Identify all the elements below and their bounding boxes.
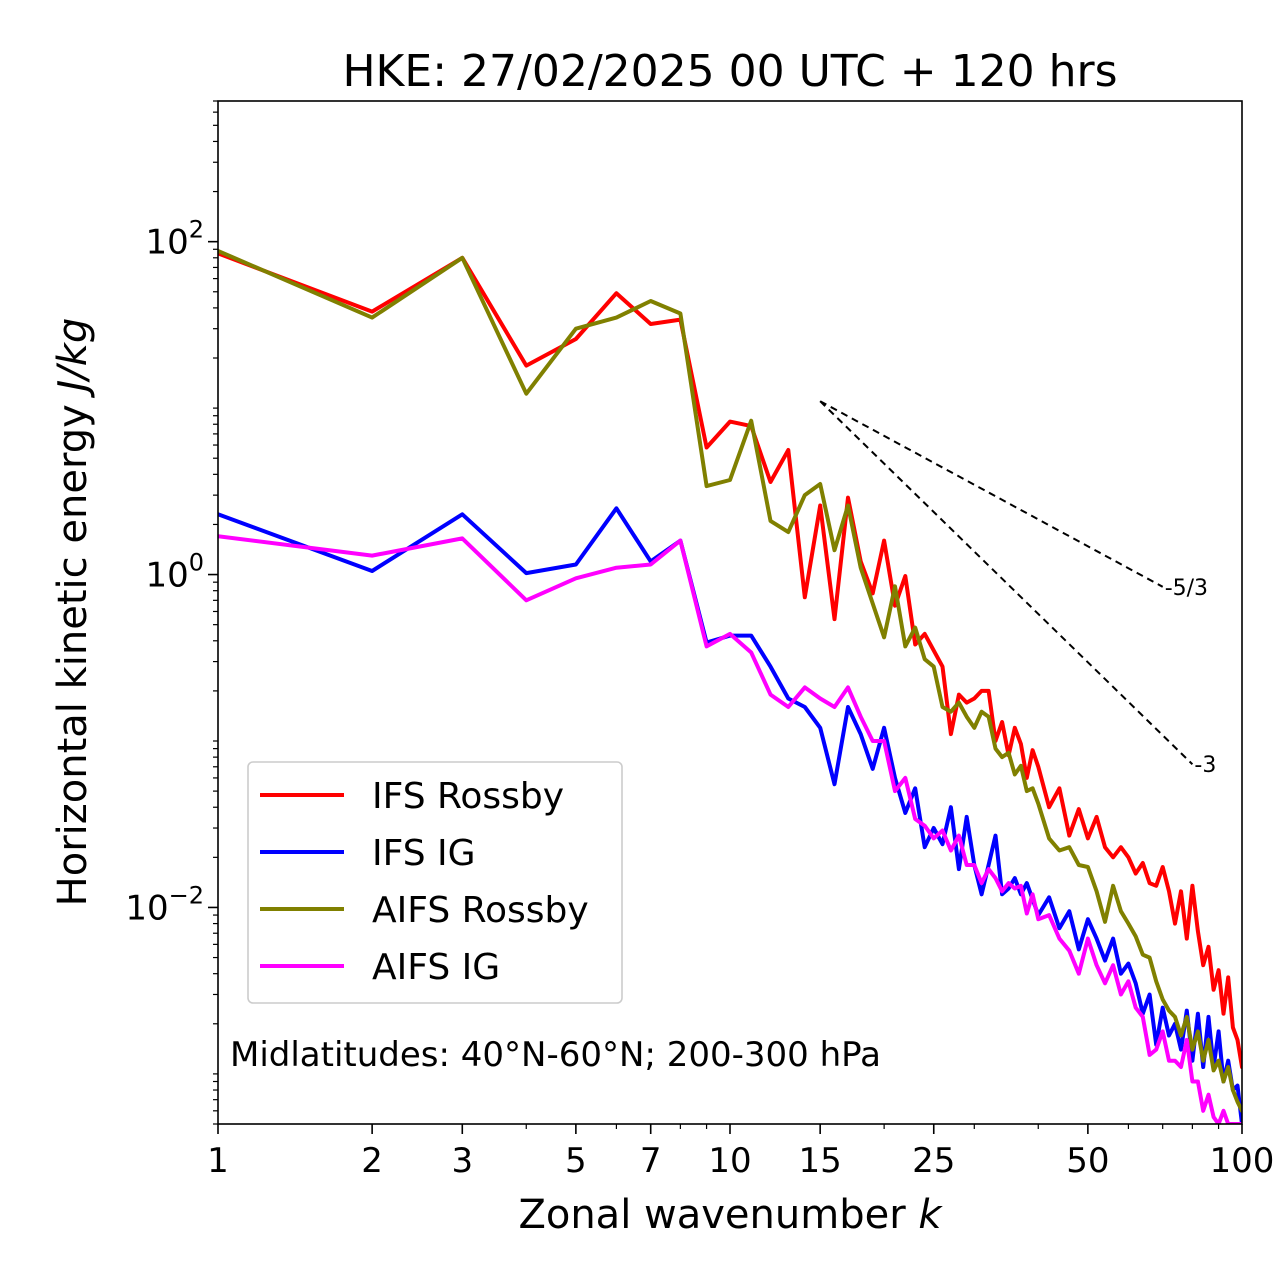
slope-label: -5/3 — [1165, 576, 1208, 601]
x-tick-label: 10 — [708, 1141, 751, 1181]
x-tick-label: 3 — [451, 1141, 473, 1181]
legend-label: IFS Rossby — [372, 776, 564, 817]
chart-title: HKE: 27/02/2025 00 UTC + 120 hrs — [342, 46, 1117, 97]
x-tick-label: 1 — [207, 1141, 229, 1181]
region-annotation: Midlatitudes: 40°N-60°N; 200-300 hPa — [230, 1035, 881, 1075]
plot-frame — [217, 100, 1243, 1125]
x-tick-label: 15 — [799, 1141, 842, 1181]
series-aifs-rossby-line — [218, 248, 1242, 1113]
y-tick-exponent: −2 — [169, 881, 204, 909]
x-tick-label: 7 — [640, 1141, 662, 1181]
x-axis-label-text: Zonal wavenumber — [518, 1192, 906, 1238]
legend-label: AIFS IG — [372, 947, 500, 988]
series-layer — [218, 248, 1242, 1124]
x-tick-label: 2 — [361, 1141, 383, 1181]
legend-label: AIFS Rossby — [372, 890, 589, 931]
y-tick-base: 10 — [145, 556, 188, 596]
slope-lines: -5/3 -3 — [819, 400, 1216, 778]
y-axis-label: Horizontal kinetic energy J/kg — [50, 318, 96, 907]
legend-box — [247, 761, 623, 1004]
y-tick-base: 10 — [145, 223, 188, 263]
axis-ticks — [208, 100, 1243, 1134]
slope-line-5-3 — [819, 400, 1164, 588]
series-aifs-ig-line — [218, 534, 1242, 1124]
slope-line-3 — [819, 400, 1194, 765]
y-axis-label-unit: J/kg — [50, 318, 96, 399]
legend: IFS Rossby IFS IG AIFS Rossby AIFS IG — [247, 761, 623, 1004]
x-axis-label: Zonal wavenumber k — [518, 1192, 943, 1238]
y-tick-exponent: 2 — [189, 216, 204, 244]
x-tick-label: 5 — [565, 1141, 587, 1181]
y-axis-label-text: Horizontal kinetic energy — [50, 404, 96, 906]
x-axis-label-var: k — [918, 1192, 943, 1238]
y-tick-base: 10 — [125, 888, 168, 928]
y-tick-exponent: 0 — [189, 549, 204, 577]
x-tick-label: 50 — [1066, 1141, 1109, 1181]
x-tick-label: 100 — [1210, 1141, 1275, 1181]
slope-label: -3 — [1194, 753, 1216, 778]
series-ifs-rossby-line — [218, 251, 1242, 1069]
legend-label: IFS IG — [372, 833, 476, 874]
x-tick-label: 25 — [912, 1141, 955, 1181]
y-tick-label: 100 — [145, 549, 204, 596]
x-tick-labels: 1 2 3 5 7 10 15 25 50 100 — [207, 1141, 1274, 1181]
y-tick-label: 10−2 — [125, 881, 204, 928]
y-tick-label: 102 — [145, 216, 204, 263]
